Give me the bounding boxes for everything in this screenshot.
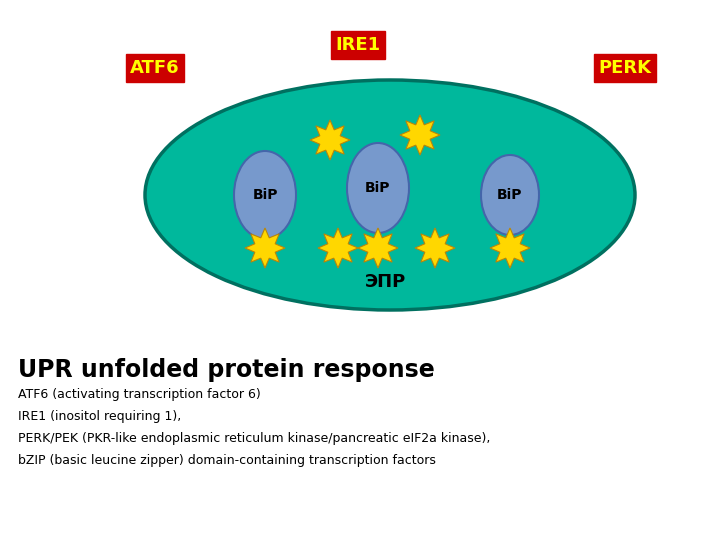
Polygon shape [310,120,350,160]
Polygon shape [358,228,398,268]
Text: IRE1: IRE1 [336,36,381,54]
Ellipse shape [347,143,409,233]
Text: PERK/PEK (PKR-like endoplasmic reticulum kinase/pancreatic eIF2a kinase),: PERK/PEK (PKR-like endoplasmic reticulum… [18,432,490,445]
Ellipse shape [234,151,296,239]
Text: IRE1 (inositol requiring 1),: IRE1 (inositol requiring 1), [18,410,181,423]
Ellipse shape [481,155,539,235]
Text: BiP: BiP [365,181,391,195]
Text: bZIP (basic leucine zipper) domain-containing transcription factors: bZIP (basic leucine zipper) domain-conta… [18,454,436,467]
Text: ATF6 (activating transcription factor 6): ATF6 (activating transcription factor 6) [18,388,261,401]
Ellipse shape [145,80,635,310]
Text: ЭПР: ЭПР [364,273,405,291]
Polygon shape [318,228,358,268]
Text: BiP: BiP [498,188,523,202]
Polygon shape [490,228,530,268]
Text: PERK: PERK [598,59,652,77]
Text: UPR unfolded protein response: UPR unfolded protein response [18,358,435,382]
Polygon shape [415,228,455,268]
Polygon shape [245,228,285,268]
Text: BiP: BiP [252,188,278,202]
Polygon shape [400,115,440,155]
Text: ATF6: ATF6 [130,59,180,77]
